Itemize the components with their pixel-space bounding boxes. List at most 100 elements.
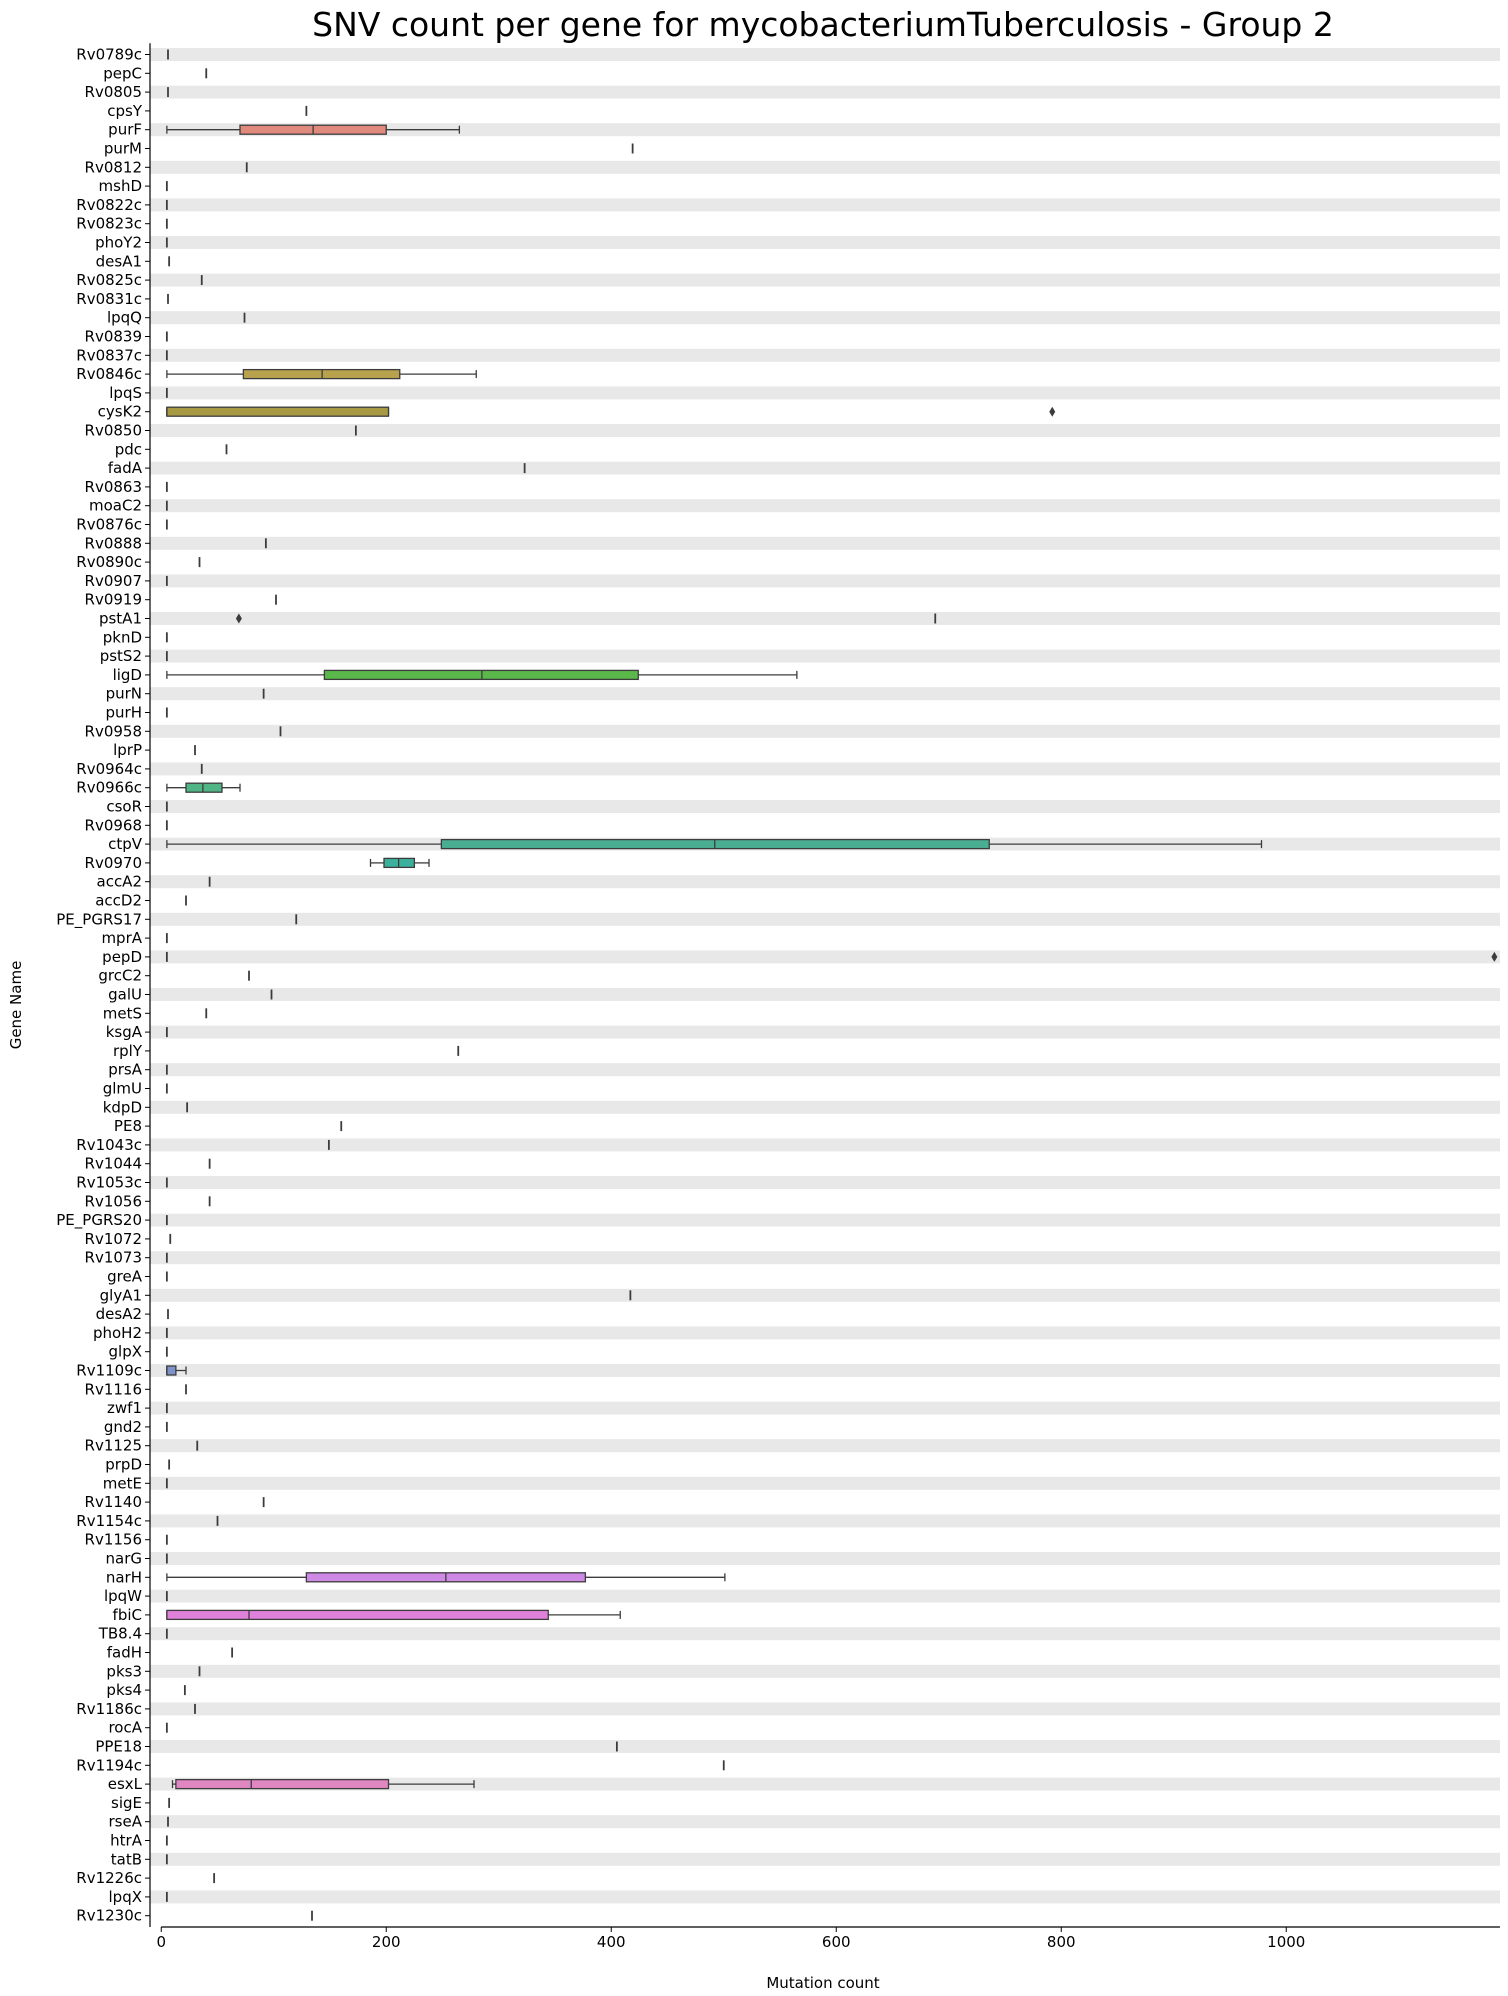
row-band: [150, 536, 1500, 550]
row-band: [150, 1627, 1500, 1641]
row-band: [150, 1364, 1500, 1377]
plot-marks: [165, 49, 1498, 1921]
y-tick-label: Rv1109c: [76, 1362, 142, 1380]
y-tick-label: Rv0966c: [76, 779, 142, 797]
y-tick-label: mshD: [99, 177, 142, 195]
row-band: [150, 1213, 1500, 1227]
y-tick-label: desA1: [96, 252, 142, 270]
y-tick-label: pstS2: [100, 647, 142, 665]
box-iqr: [166, 1609, 549, 1621]
y-tick-label: Rv0846c: [76, 365, 142, 383]
y-tick-label: PE_PGRS17: [56, 910, 142, 929]
y-tick-label: greA: [107, 1268, 143, 1286]
y-tick-label: pdc: [115, 440, 142, 458]
y-tick-label: Rv0919: [85, 591, 142, 609]
y-tick-label: mprA: [101, 929, 142, 947]
y-tick-label: kdpD: [103, 1098, 142, 1116]
y-tick-label: Rv0876c: [76, 516, 142, 534]
box-iqr: [166, 1365, 177, 1376]
row-band: [150, 574, 1500, 588]
y-tick-label: ksgA: [106, 1023, 143, 1041]
y-tick-label: purM: [104, 140, 142, 158]
y-tick-label: Rv0970: [85, 854, 142, 872]
y-tick-label: pknD: [103, 628, 142, 646]
row-band: [150, 348, 1500, 362]
y-tick-label: Rv0837c: [76, 346, 142, 364]
row-band: [150, 1777, 1500, 1791]
y-tick-label: Rv1072: [85, 1230, 142, 1248]
x-tick-label: 1000: [1267, 1933, 1305, 1951]
y-tick-label: zwf1: [107, 1399, 142, 1417]
y-tick-label: fadA: [108, 459, 143, 477]
row-band: [150, 800, 1500, 813]
row-band: [150, 1251, 1500, 1265]
y-tick-label: TB8.4: [98, 1625, 142, 1643]
y-tick-label: Rv1194c: [76, 1756, 142, 1774]
row-band: [150, 386, 1500, 400]
y-tick-label: accA2: [97, 873, 143, 891]
y-tick-label: lpqW: [104, 1587, 142, 1605]
row-band: [150, 1025, 1500, 1039]
y-tick-label: csoR: [106, 798, 142, 816]
row-band: [150, 1852, 1500, 1866]
y-tick-label: Rv1044: [85, 1155, 142, 1173]
x-tick-label: 800: [1047, 1933, 1076, 1951]
y-tick-label: Rv1226c: [76, 1869, 142, 1887]
chart-title: SNV count per gene for mycobacteriumTube…: [312, 5, 1334, 44]
y-tick-label: Rv0825c: [76, 271, 142, 289]
y-tick-label: cysK2: [98, 403, 142, 421]
x-axis-title: Mutation count: [766, 1974, 879, 1992]
y-tick-label: galU: [108, 986, 142, 1004]
y-tick-label: Rv0850: [85, 422, 142, 440]
row-band: [150, 85, 1500, 99]
y-tick-label: rplY: [113, 1042, 143, 1060]
y-tick-label: glmU: [103, 1080, 142, 1098]
y-tick-label: Rv1230c: [76, 1907, 142, 1925]
y-tick-label: prpD: [105, 1456, 142, 1474]
row-band: [150, 1326, 1500, 1340]
y-tick-label: Rv0831c: [76, 290, 142, 308]
x-tick-label: 400: [597, 1933, 626, 1951]
y-tick-label: PE8: [114, 1117, 142, 1135]
y-tick-label: lpqS: [109, 384, 142, 402]
y-tick-label: purH: [106, 704, 142, 722]
y-tick-label: htrA: [110, 1832, 143, 1850]
x-tick-label: 200: [372, 1933, 401, 1951]
y-tick-label: ctpV: [108, 835, 143, 853]
y-tick-label: phoH2: [93, 1324, 142, 1342]
row-band: [150, 724, 1500, 738]
outlier-point: [235, 613, 242, 624]
row-band: [150, 762, 1500, 776]
row-band: [150, 1288, 1500, 1302]
row-band: [150, 1439, 1500, 1453]
y-tick-label: Rv1125: [85, 1437, 142, 1455]
box-iqr: [175, 1778, 390, 1790]
row-band: [150, 198, 1500, 212]
y-tick-label: Rv1140: [85, 1493, 142, 1511]
y-tick-label: Rv0863: [85, 478, 142, 496]
row-band: [150, 1138, 1500, 1152]
y-tick-label: Rv1154c: [76, 1512, 142, 1530]
row-band: [150, 48, 1500, 61]
y-tick-label: accD2: [95, 892, 142, 910]
row-band: [150, 424, 1500, 437]
y-tick-label: moaC2: [89, 497, 142, 515]
y-axis: Rv0789cpepCRv0805cpsYpurFpurMRv0812mshDR…: [56, 43, 151, 1927]
y-tick-label: lprP: [113, 741, 142, 759]
row-band: [150, 1589, 1500, 1603]
row-band: [150, 311, 1500, 325]
y-tick-label: Rv0823c: [76, 215, 142, 233]
y-tick-label: sigE: [111, 1794, 142, 1812]
y-tick-label: esxL: [108, 1775, 143, 1793]
y-tick-label: phoY2: [95, 234, 142, 252]
y-tick-label: pepC: [103, 64, 142, 82]
y-tick-label: Rv1186c: [76, 1700, 142, 1718]
y-tick-label: Rv0789c: [76, 46, 142, 64]
x-axis: 0 200 400 600 800 1000: [156, 1926, 1500, 1951]
row-band: [150, 1552, 1500, 1565]
row-band: [150, 1815, 1500, 1829]
row-band: [150, 1740, 1500, 1753]
y-tick-label: Rv1073: [85, 1249, 142, 1267]
box-iqr: [185, 782, 223, 793]
